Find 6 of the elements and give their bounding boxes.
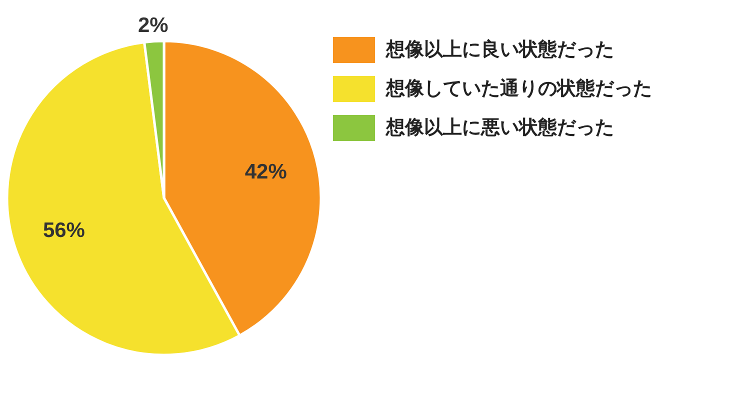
data-label: 42% (244, 160, 288, 184)
legend-label: 想像していた通りの状態だった (385, 78, 652, 100)
legend-label: 想像以上に良い状態だった (385, 38, 614, 60)
data-label: 2% (138, 14, 169, 37)
legend-label: 想像以上に悪い状態だった (385, 116, 614, 138)
data-label: 56% (42, 219, 86, 242)
